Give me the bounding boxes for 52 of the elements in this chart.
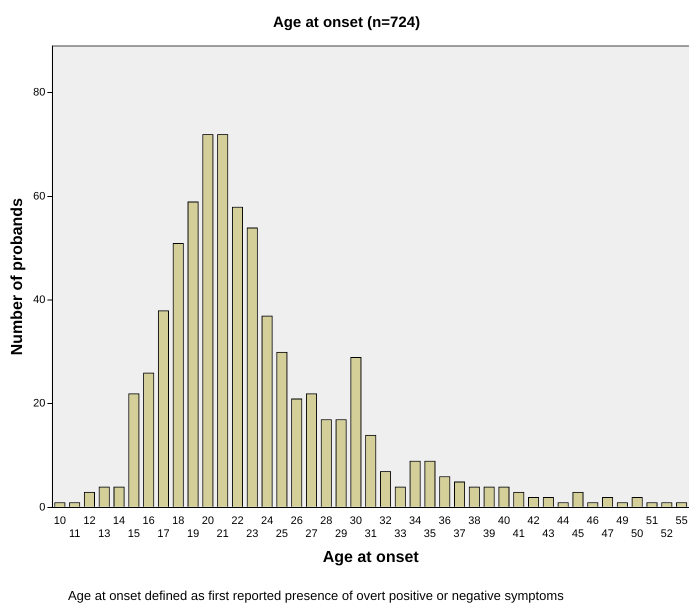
- x-tick-label: 26: [290, 515, 303, 528]
- y-tick-label: 80: [33, 86, 46, 99]
- x-tick-label: 34: [409, 515, 422, 528]
- x-tick-label: 24: [260, 515, 274, 528]
- x-tick-label: 45: [572, 528, 584, 540]
- text: Age at onset defined as first reported presence of overt positive or negative symptoms: [68, 588, 564, 603]
- x-tick-label: 44: [557, 515, 570, 528]
- x-tick-label: 27: [305, 528, 318, 540]
- x-tick-label: 15: [128, 528, 140, 540]
- chart-title: Age at onset (n=724): [272, 14, 420, 32]
- x-tick-label: 19: [186, 528, 200, 540]
- x-tick-label: 50: [631, 528, 644, 540]
- x-tick-label: 28: [320, 515, 332, 528]
- x-tick-label: 55: [675, 515, 688, 528]
- x-tick-label: 11: [68, 528, 80, 540]
- x-tick-label: 47: [601, 528, 614, 540]
- x-tick-label: 46: [586, 515, 599, 528]
- x-tick-label: 23: [246, 528, 258, 540]
- x-tick-label: 38: [468, 515, 480, 528]
- x-tick-label: 14: [112, 515, 126, 528]
- x-tick-label: 35: [424, 528, 436, 540]
- x-tick-label: 25: [276, 528, 288, 540]
- y-tick-label: 0: [39, 501, 46, 514]
- x-tick-label: 36: [438, 515, 451, 528]
- x-axis-title: Age at onset: [322, 548, 420, 566]
- x-tick-label: 21: [216, 528, 229, 540]
- x-tick-label: 40: [498, 515, 510, 528]
- x-tick-label: 42: [527, 515, 540, 528]
- x-tick-label: 31: [364, 528, 377, 540]
- x-tick-label: 41: [512, 528, 525, 540]
- y-tick-label: 60: [33, 190, 46, 202]
- x-tick-label: 32: [379, 515, 392, 528]
- y-tick-label: 40: [33, 294, 46, 306]
- x-tick-label: 43: [542, 528, 554, 540]
- x-tick-label: 17: [157, 528, 170, 540]
- x-tick-label: 20: [202, 515, 214, 528]
- x-tick-label: 10: [54, 515, 66, 528]
- x-tick-label: 33: [394, 528, 406, 540]
- x-tick-label: 52: [660, 528, 673, 540]
- x-tick-label: 12: [83, 515, 96, 528]
- x-tick-label: 29: [334, 528, 348, 540]
- y-axis-title: Number of probands: [9, 198, 26, 356]
- x-tick-label: 39: [483, 528, 496, 540]
- x-tick-label: 51: [646, 515, 658, 528]
- x-tick-label: 37: [453, 528, 466, 540]
- x-tick-label: 13: [98, 528, 110, 540]
- x-tick-label: 30: [350, 515, 362, 528]
- x-tick-label: 16: [142, 515, 155, 528]
- x-tick-label: 49: [616, 515, 629, 528]
- y-tick-label: 20: [33, 398, 46, 410]
- x-tick-label: 22: [231, 515, 244, 528]
- x-tick-label: 18: [172, 515, 184, 528]
